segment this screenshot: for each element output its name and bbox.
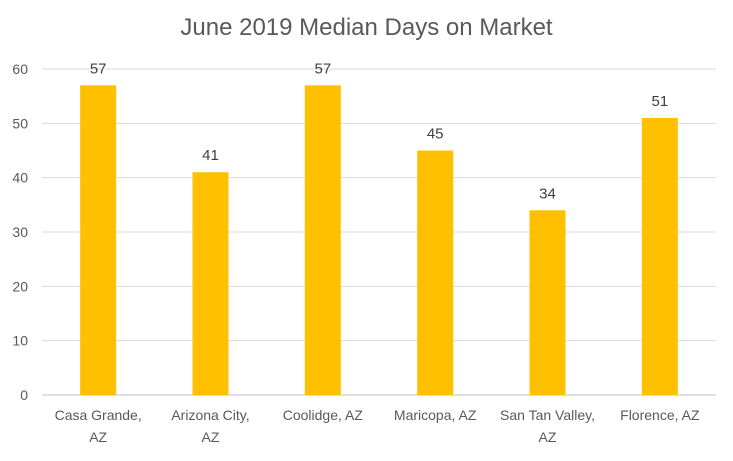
x-tick-label: AZ bbox=[539, 429, 557, 445]
x-tick-label: Arizona City, bbox=[171, 407, 249, 423]
y-tick-label: 20 bbox=[12, 278, 28, 294]
bar bbox=[80, 85, 117, 396]
bar bbox=[529, 210, 566, 395]
y-tick-label: 40 bbox=[12, 170, 28, 186]
y-tick-label: 50 bbox=[12, 115, 28, 131]
x-tick-label: AZ bbox=[202, 429, 220, 445]
x-tick-label: Maricopa, AZ bbox=[394, 407, 477, 423]
y-tick-label: 0 bbox=[20, 387, 28, 403]
data-label: 45 bbox=[427, 126, 444, 143]
data-label: 34 bbox=[539, 185, 556, 202]
data-label: 57 bbox=[314, 60, 331, 77]
bar bbox=[641, 117, 678, 396]
data-label: 51 bbox=[651, 93, 668, 110]
x-tick-label: AZ bbox=[89, 429, 107, 445]
data-label: 57 bbox=[90, 60, 107, 77]
data-label: 41 bbox=[202, 147, 219, 164]
bar bbox=[304, 85, 341, 396]
x-tick-label: Florence, AZ bbox=[620, 407, 700, 423]
chart-title: June 2019 Median Days on Market bbox=[180, 14, 553, 41]
y-tick-label: 30 bbox=[12, 224, 28, 240]
x-tick-label: Coolidge, AZ bbox=[283, 407, 364, 423]
y-tick-label: 60 bbox=[12, 61, 28, 77]
bar bbox=[417, 150, 454, 395]
x-tick-label: San Tan Valley, bbox=[500, 407, 595, 423]
bar bbox=[192, 172, 229, 395]
x-tick-label: Casa Grande, bbox=[55, 407, 142, 423]
y-tick-label: 10 bbox=[12, 333, 28, 349]
